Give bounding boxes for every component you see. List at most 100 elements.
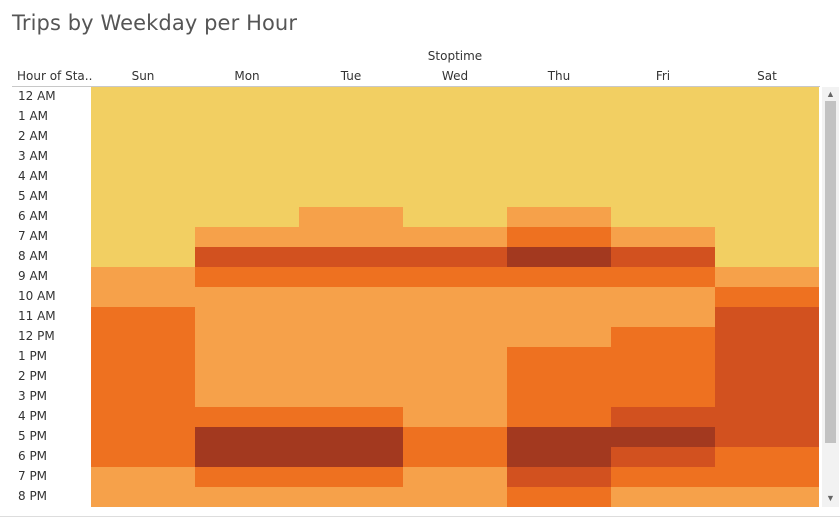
heatmap-cell[interactable] [91,447,195,467]
heatmap-cell[interactable] [403,467,507,487]
heatmap-cell[interactable] [507,307,611,327]
heatmap-cell[interactable] [611,367,715,387]
heatmap-cell[interactable] [299,427,403,447]
heatmap-cell[interactable] [299,327,403,347]
heatmap-cell[interactable] [299,127,403,147]
hour-label[interactable]: 6 AM [18,209,49,223]
heatmap-cell[interactable] [507,447,611,467]
heatmap-cell[interactable] [611,147,715,167]
heatmap-cell[interactable] [91,227,195,247]
heatmap-cell[interactable] [91,467,195,487]
heatmap-cell[interactable] [91,327,195,347]
heatmap-cell[interactable] [195,307,299,327]
heatmap-cell[interactable] [195,467,299,487]
hour-label[interactable]: 6 PM [18,449,48,463]
heatmap-cell[interactable] [195,207,299,227]
heatmap-cell[interactable] [507,147,611,167]
heatmap-cell[interactable] [403,147,507,167]
heatmap-cell[interactable] [299,267,403,287]
heatmap-cell[interactable] [403,407,507,427]
heatmap-cell[interactable] [299,147,403,167]
heatmap-cell[interactable] [195,167,299,187]
heatmap-cell[interactable] [195,267,299,287]
heatmap-cell[interactable] [715,247,819,267]
heatmap-cell[interactable] [611,347,715,367]
heatmap-cell[interactable] [507,207,611,227]
day-header-wed[interactable]: Wed [441,69,469,83]
heatmap-cell[interactable] [299,287,403,307]
heatmap-cell[interactable] [611,247,715,267]
heatmap-cell[interactable] [403,107,507,127]
heatmap-cell[interactable] [299,247,403,267]
heatmap-cell[interactable] [195,227,299,247]
heatmap-cell[interactable] [195,247,299,267]
heatmap-cell[interactable] [299,347,403,367]
heatmap-cell[interactable] [611,387,715,407]
heatmap-cell[interactable] [403,267,507,287]
heatmap-cell[interactable] [91,267,195,287]
heatmap-cell[interactable] [611,287,715,307]
heatmap-cell[interactable] [715,87,819,107]
heatmap-cell[interactable] [403,187,507,207]
heatmap-cell[interactable] [91,187,195,207]
heatmap-cell[interactable] [91,87,195,107]
day-header-tue[interactable]: Tue [340,69,362,83]
hour-label[interactable]: 12 AM [18,89,56,103]
heatmap-cell[interactable] [299,407,403,427]
vertical-scrollbar[interactable]: ▲ ▼ [822,87,839,507]
heatmap-cell[interactable] [507,287,611,307]
heatmap-cell[interactable] [507,347,611,367]
heatmap-cell[interactable] [195,347,299,367]
row-header-label[interactable]: Hour of Sta.. [17,69,93,83]
hour-label[interactable]: 1 PM [18,349,48,363]
heatmap-cell[interactable] [611,447,715,467]
heatmap-cell[interactable] [611,227,715,247]
heatmap-cell[interactable] [611,407,715,427]
heatmap-cell[interactable] [91,387,195,407]
heatmap-cell[interactable] [715,287,819,307]
heatmap-cell[interactable] [715,347,819,367]
hour-label[interactable]: 8 PM [18,489,48,503]
hour-label[interactable]: 11 AM [18,309,56,323]
heatmap-cell[interactable] [403,167,507,187]
heatmap-cell[interactable] [715,367,819,387]
heatmap-cell[interactable] [715,427,819,447]
heatmap-cell[interactable] [507,407,611,427]
hour-label[interactable]: 12 PM [18,329,55,343]
heatmap-cell[interactable] [403,87,507,107]
heatmap-cell[interactable] [715,327,819,347]
heatmap-cell[interactable] [195,427,299,447]
heatmap-cell[interactable] [91,207,195,227]
heatmap-cell[interactable] [91,107,195,127]
heatmap-cell[interactable] [507,467,611,487]
heatmap-cell[interactable] [507,387,611,407]
heatmap-cell[interactable] [299,187,403,207]
hour-label[interactable]: 3 AM [18,149,49,163]
heatmap-cell[interactable] [195,327,299,347]
heatmap-cell[interactable] [611,107,715,127]
hour-label[interactable]: 4 PM [18,409,48,423]
heatmap-cell[interactable] [91,427,195,447]
heatmap-cell[interactable] [299,447,403,467]
day-header-thu[interactable]: Thu [547,69,571,83]
heatmap-cell[interactable] [715,227,819,247]
day-header-sat[interactable]: Sat [757,69,777,83]
hour-label[interactable]: 5 PM [18,429,48,443]
scroll-up-icon[interactable]: ▲ [826,89,835,99]
heatmap-cell[interactable] [91,147,195,167]
heatmap-cell[interactable] [715,167,819,187]
heatmap-cell[interactable] [195,407,299,427]
heatmap-cell[interactable] [611,127,715,147]
heatmap-cell[interactable] [299,87,403,107]
heatmap-cell[interactable] [195,387,299,407]
heatmap-cell[interactable] [299,367,403,387]
heatmap-cell[interactable] [715,187,819,207]
heatmap-cell[interactable] [195,487,299,507]
heatmap-cell[interactable] [715,307,819,327]
heatmap-cell[interactable] [507,427,611,447]
heatmap-cell[interactable] [195,287,299,307]
heatmap-cell[interactable] [611,307,715,327]
heatmap-cell[interactable] [507,367,611,387]
heatmap-cell[interactable] [507,267,611,287]
hour-label[interactable]: 7 PM [18,469,48,483]
